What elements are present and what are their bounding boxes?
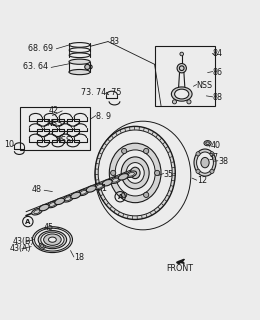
Ellipse shape <box>171 87 192 101</box>
Circle shape <box>85 64 90 69</box>
Text: 12: 12 <box>197 176 207 185</box>
Circle shape <box>172 100 177 104</box>
Ellipse shape <box>32 208 42 215</box>
Text: 63. 64: 63. 64 <box>23 62 48 71</box>
Ellipse shape <box>95 126 175 220</box>
Text: NSS: NSS <box>197 81 213 90</box>
Text: 86: 86 <box>213 68 223 76</box>
Ellipse shape <box>35 228 70 251</box>
Ellipse shape <box>32 227 73 252</box>
Polygon shape <box>177 259 184 264</box>
Text: 1: 1 <box>102 184 107 193</box>
Circle shape <box>154 170 160 175</box>
Ellipse shape <box>109 143 161 203</box>
Text: 48: 48 <box>31 185 41 194</box>
Text: 43(A): 43(A) <box>9 244 31 253</box>
Circle shape <box>196 152 200 156</box>
Ellipse shape <box>110 177 121 183</box>
Ellipse shape <box>69 53 90 58</box>
Circle shape <box>210 169 214 173</box>
Ellipse shape <box>55 198 65 204</box>
Text: 18: 18 <box>74 253 85 262</box>
Ellipse shape <box>69 59 90 64</box>
Text: 42: 42 <box>49 106 59 116</box>
Ellipse shape <box>38 231 67 249</box>
Ellipse shape <box>63 196 73 202</box>
Text: 8. 9: 8. 9 <box>96 112 112 121</box>
Circle shape <box>144 148 149 154</box>
Circle shape <box>187 100 191 104</box>
Text: 84: 84 <box>213 50 223 59</box>
Text: 40: 40 <box>210 141 220 150</box>
Text: 43(B): 43(B) <box>12 237 34 246</box>
Bar <box>154 46 215 106</box>
Text: 35: 35 <box>164 170 174 179</box>
Ellipse shape <box>69 69 90 75</box>
Text: A: A <box>118 194 123 200</box>
Text: 83: 83 <box>109 36 119 45</box>
Ellipse shape <box>201 157 209 168</box>
Circle shape <box>210 152 214 156</box>
Ellipse shape <box>71 192 81 199</box>
Text: A: A <box>25 219 30 225</box>
Text: 88: 88 <box>213 93 223 102</box>
Ellipse shape <box>98 130 172 216</box>
Ellipse shape <box>118 174 128 180</box>
Ellipse shape <box>175 89 189 99</box>
Ellipse shape <box>69 43 90 47</box>
Circle shape <box>122 148 127 154</box>
Ellipse shape <box>121 157 149 189</box>
Ellipse shape <box>69 48 90 52</box>
Text: FRONT: FRONT <box>166 264 193 273</box>
Text: 10: 10 <box>4 140 14 149</box>
Ellipse shape <box>78 189 89 196</box>
Text: 68. 69: 68. 69 <box>28 44 53 53</box>
Ellipse shape <box>102 180 112 186</box>
Text: 73. 74. 75: 73. 74. 75 <box>81 88 121 97</box>
Ellipse shape <box>86 186 96 192</box>
Ellipse shape <box>126 163 144 183</box>
Text: 37: 37 <box>209 153 219 162</box>
Ellipse shape <box>47 201 58 208</box>
Ellipse shape <box>126 171 136 178</box>
Text: NSS: NSS <box>46 119 62 128</box>
Ellipse shape <box>41 232 64 247</box>
Ellipse shape <box>49 237 56 242</box>
Text: 45: 45 <box>43 223 54 232</box>
Circle shape <box>122 192 127 197</box>
Ellipse shape <box>197 152 213 173</box>
Ellipse shape <box>115 150 155 196</box>
Ellipse shape <box>204 140 211 146</box>
Circle shape <box>110 170 116 175</box>
Circle shape <box>177 64 186 73</box>
Circle shape <box>39 243 45 249</box>
Bar <box>20 107 90 150</box>
Circle shape <box>180 52 184 56</box>
Circle shape <box>144 192 149 197</box>
Circle shape <box>196 169 200 173</box>
Ellipse shape <box>94 183 105 190</box>
Text: 38: 38 <box>218 157 228 166</box>
Ellipse shape <box>194 149 216 176</box>
Ellipse shape <box>130 167 140 179</box>
Ellipse shape <box>44 234 61 245</box>
Text: NSS: NSS <box>55 136 71 145</box>
Ellipse shape <box>39 204 49 211</box>
